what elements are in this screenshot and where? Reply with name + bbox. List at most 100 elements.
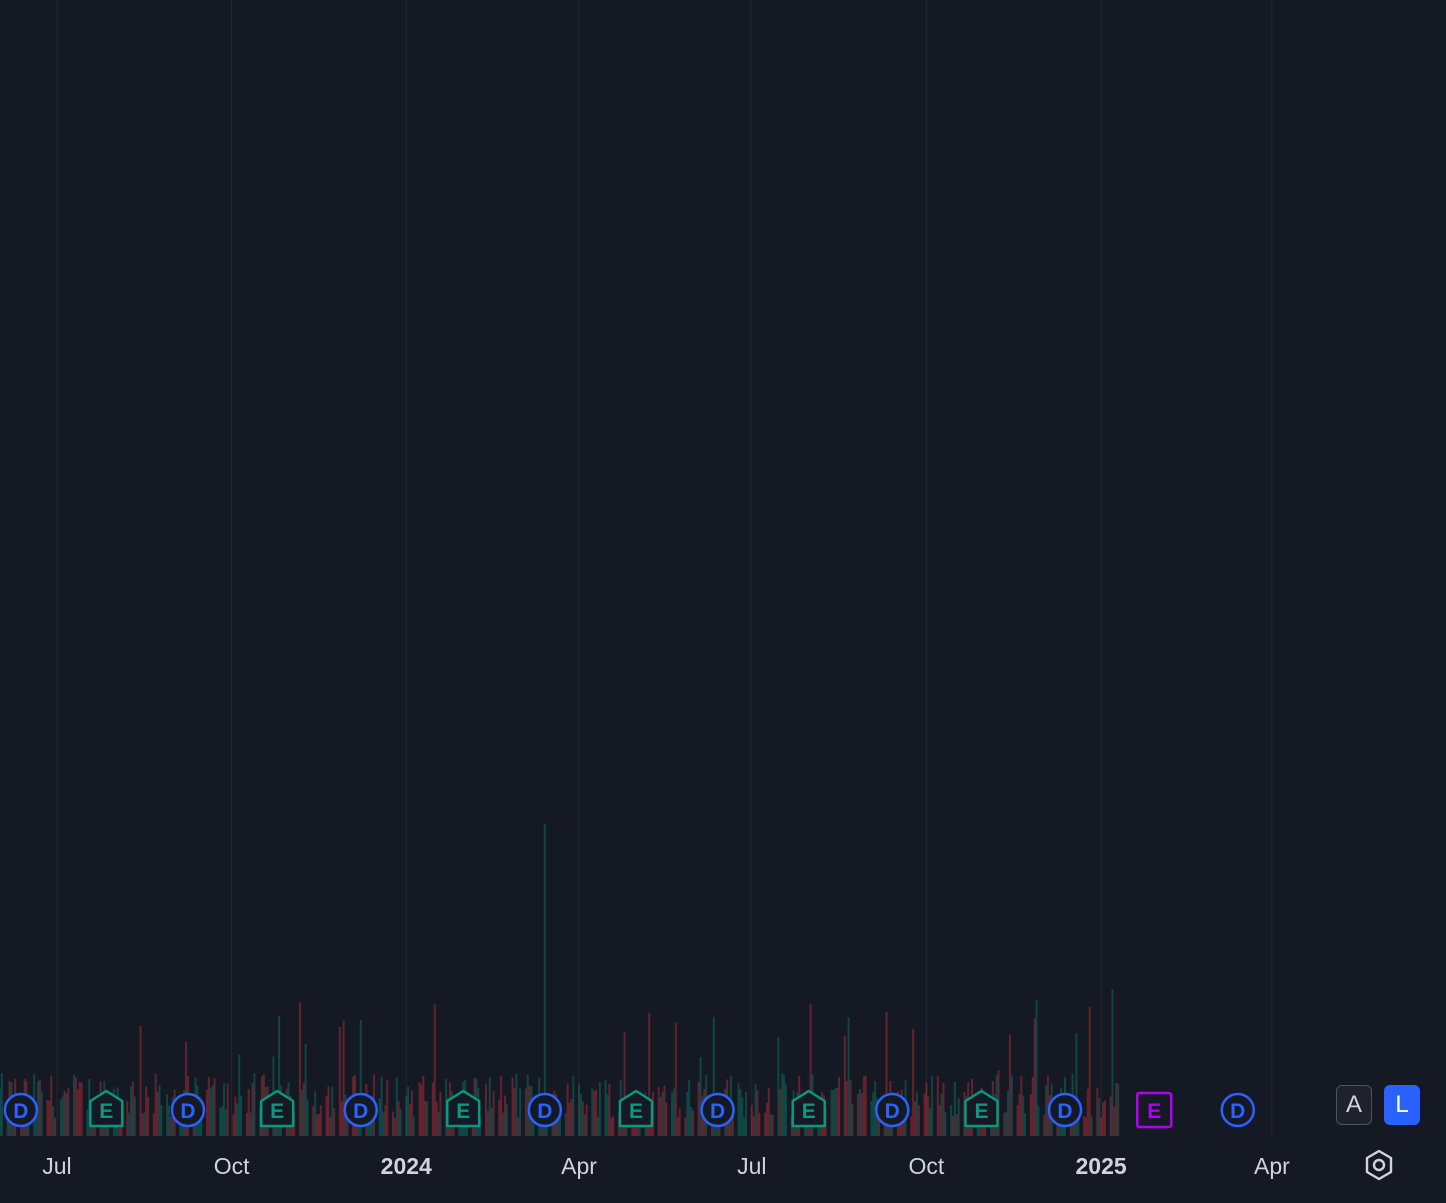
- volume-bar: [1075, 1033, 1078, 1136]
- volume-bar: [431, 1082, 434, 1136]
- volume-bar: [1084, 1117, 1087, 1136]
- dividend-marker-icon[interactable]: D: [343, 1092, 378, 1128]
- volume-bar: [395, 1077, 398, 1136]
- volume-bar: [329, 1117, 332, 1136]
- event-label: D: [180, 1100, 195, 1123]
- volume-bar: [858, 1088, 861, 1136]
- volume-bar: [1090, 1116, 1093, 1136]
- volume-bar: [902, 1113, 905, 1136]
- volume-bar: [1043, 1115, 1046, 1136]
- volume-bar: [48, 1100, 51, 1136]
- volume-bar: [767, 1088, 770, 1136]
- volume-bar: [253, 1073, 256, 1136]
- volume-bar: [378, 1098, 381, 1136]
- volume-bar: [914, 1101, 917, 1136]
- time-axis-label: Apr: [561, 1153, 597, 1179]
- event-label: E: [974, 1100, 988, 1123]
- dividend-circle: [1220, 1092, 1256, 1128]
- dividend-marker-icon[interactable]: D: [1047, 1092, 1083, 1128]
- volume-bar: [551, 1115, 554, 1136]
- volume-bar: [862, 1076, 865, 1136]
- volume-bar: [783, 1074, 786, 1136]
- dividend-marker-icon[interactable]: D: [527, 1092, 563, 1128]
- volume-bar: [333, 1108, 336, 1136]
- volume-bar: [543, 824, 546, 1136]
- volume-bar: [325, 1096, 328, 1136]
- volume-bar: [834, 1088, 837, 1136]
- dividend-marker-icon[interactable]: D: [700, 1092, 735, 1128]
- volume-bar: [771, 1114, 774, 1136]
- volume-bar: [224, 1109, 227, 1136]
- earnings-marker-icon[interactable]: E: [618, 1089, 654, 1128]
- volume-bar: [559, 1115, 562, 1136]
- volume-bar: [657, 1086, 660, 1136]
- volume-bar: [160, 1105, 163, 1136]
- volume-bar: [699, 1056, 702, 1136]
- time-axis-bg: [0, 1136, 1446, 1198]
- volume-bar: [424, 1101, 427, 1136]
- volume-bar: [610, 1117, 613, 1136]
- volume-bar: [758, 1112, 761, 1136]
- volume-bar: [359, 1020, 362, 1136]
- earnings-marker-icon[interactable]: E: [791, 1089, 826, 1128]
- volume-bar: [830, 1089, 833, 1136]
- time-axis-label: Jul: [42, 1153, 71, 1179]
- volume-bar: [410, 1091, 413, 1136]
- earnings-house: [259, 1089, 295, 1128]
- volume-bar: [74, 1077, 77, 1136]
- volume-bar: [1033, 1018, 1036, 1136]
- dividend-marker-icon[interactable]: D: [3, 1092, 39, 1128]
- volume-bar: [927, 1096, 930, 1136]
- volume-bar: [380, 1076, 383, 1136]
- volume-bar: [1117, 1083, 1120, 1136]
- volume-bar: [566, 1083, 569, 1136]
- earnings-marker-icon[interactable]: E: [259, 1089, 295, 1128]
- volume-bar: [156, 1091, 159, 1136]
- dividend-marker-icon[interactable]: D: [170, 1092, 206, 1128]
- volume-bar: [0, 1088, 1, 1136]
- volume-bar: [1111, 989, 1114, 1136]
- volume-bar: [931, 1075, 934, 1136]
- volume-bar: [1008, 1035, 1011, 1136]
- volume-bar: [312, 1106, 315, 1136]
- volume-bar: [678, 1108, 681, 1136]
- earnings-box: [1135, 1091, 1173, 1129]
- volume-bar: [1086, 1088, 1089, 1136]
- volume-bar: [1029, 1094, 1032, 1136]
- log-scale-button[interactable]: L: [1384, 1085, 1420, 1125]
- volume-bar: [849, 1079, 852, 1136]
- event-label: E: [456, 1100, 470, 1123]
- dividend-marker-icon[interactable]: D: [1220, 1092, 1256, 1128]
- volume-bar: [608, 1083, 611, 1136]
- volume-bar: [910, 1116, 913, 1136]
- volume-bar: [750, 1105, 753, 1136]
- settings-gear-icon[interactable]: [1362, 1148, 1396, 1182]
- volume-bar: [524, 1088, 527, 1136]
- volume-bar: [938, 1104, 941, 1136]
- volume-bar: [342, 1020, 345, 1136]
- time-axis-label: Apr: [1254, 1153, 1290, 1179]
- volume-bar: [944, 1112, 947, 1136]
- volume-bar: [845, 1080, 848, 1136]
- earnings-marker-icon[interactable]: E: [89, 1089, 124, 1128]
- dividend-marker-icon[interactable]: D: [874, 1092, 910, 1128]
- volume-bar: [223, 1083, 226, 1136]
- volume-bar: [784, 1084, 787, 1136]
- volume-bar: [1045, 1085, 1048, 1136]
- auto-scale-button[interactable]: A: [1336, 1085, 1372, 1125]
- volume-bar: [690, 1106, 693, 1136]
- time-axis-label: 2025: [1075, 1153, 1126, 1179]
- earnings-marker-icon[interactable]: E: [1135, 1091, 1173, 1129]
- volume-bar: [917, 1105, 920, 1136]
- volume-bar: [672, 1088, 675, 1136]
- volume-bar: [384, 1104, 387, 1136]
- earnings-marker-icon[interactable]: E: [445, 1089, 481, 1128]
- earnings-marker-icon[interactable]: E: [964, 1089, 999, 1128]
- volume-bar: [6, 1110, 9, 1136]
- volume-bar: [327, 1086, 330, 1136]
- volume-bar: [1101, 1102, 1104, 1136]
- volume-bar: [674, 1022, 677, 1136]
- volume-bar: [1018, 1093, 1021, 1136]
